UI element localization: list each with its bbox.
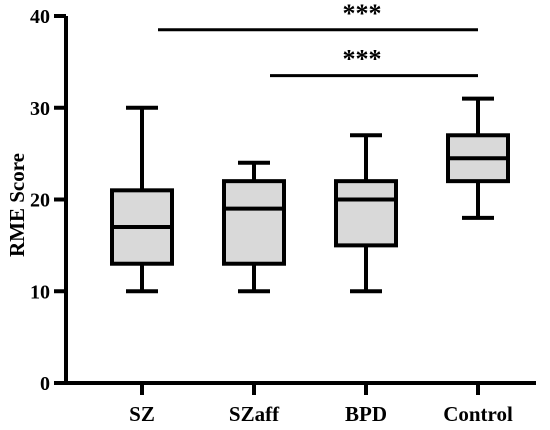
box-bpd: [334, 133, 398, 294]
axes: 0 10 20 30 40 SZ SZaff BPD Control: [30, 6, 536, 426]
y-tick-label: 10: [30, 281, 50, 303]
y-tick-label: 30: [30, 98, 50, 120]
boxes: [110, 96, 510, 294]
box-control: [446, 96, 510, 220]
y-tick-label: 0: [40, 373, 50, 395]
x-tick-label-szaff: SZaff: [229, 402, 280, 426]
y-tick-label: 20: [30, 190, 50, 212]
box-iqr: [222, 179, 286, 266]
y-axis-title: RME Score: [5, 153, 29, 257]
box-szaff: [222, 160, 286, 294]
y-tick-label: 40: [30, 6, 50, 28]
x-tick-label-sz: SZ: [129, 402, 155, 426]
significance-annotations: *** ***: [158, 0, 478, 78]
significance-label-2: ***: [343, 45, 382, 74]
box-sz: [110, 105, 174, 294]
significance-label-1: ***: [343, 0, 382, 28]
x-tick-label-control: Control: [443, 402, 513, 426]
box-iqr: [334, 179, 398, 248]
x-tick-label-bpd: BPD: [345, 402, 387, 426]
